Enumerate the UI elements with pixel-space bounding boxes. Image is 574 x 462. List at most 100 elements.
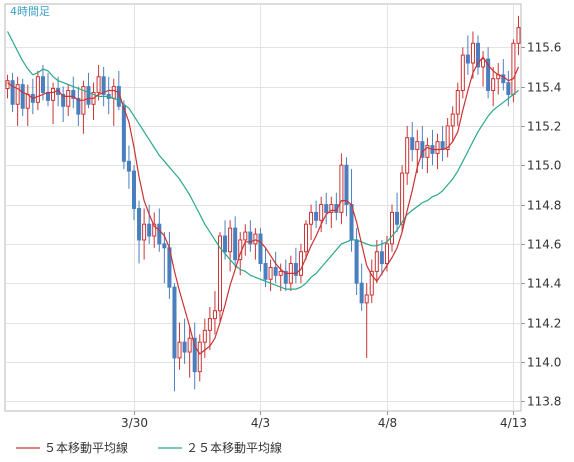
candle-body-down [76,97,81,115]
candle-body-up [177,341,182,359]
candle-body-up [111,86,116,99]
candle-body-up [445,125,450,150]
candle-body-up [212,310,217,320]
candle-body-down [410,137,415,150]
candle [192,322,197,390]
candle-body-up [217,235,223,312]
y-tick-label: 115.6 [527,41,561,55]
candle-body-down [283,270,288,284]
candle-body-up [470,42,475,64]
candle [435,133,440,170]
candle [35,70,40,111]
candle-body-up [96,76,101,93]
candle-body-up [187,337,192,353]
candle [420,125,425,170]
candle [501,59,506,91]
candle [506,70,511,107]
candle-body-down [344,164,349,206]
y-tick-label: 114.2 [527,317,561,331]
candle-body-down [273,266,278,276]
x-tick-label: 4/13 [500,416,527,430]
candle-body-up [384,243,389,265]
candle-body-down [20,84,25,109]
candle-body-up [516,27,521,44]
candle [369,259,374,303]
candle-body-down [10,80,15,105]
x-tick-labels: 3/30 4/3 4/8 4/13 [121,416,527,430]
candle [486,47,491,99]
x-tick-label: 3/30 [121,416,148,430]
candle [374,239,379,284]
candle [319,196,324,233]
candle-body-up [400,172,405,225]
candle-body-down [162,243,167,249]
candle-body-up [142,223,147,241]
candle-body-up [35,76,40,103]
candle-body-down [45,91,51,101]
candle [298,243,303,284]
candle-body-up [319,204,324,221]
candle [389,204,395,252]
candle-body-down [263,263,268,280]
candle [182,318,187,364]
candle [283,259,288,292]
candle [228,220,233,272]
candle-body-down [192,337,197,373]
candle [248,220,253,252]
candle-body-down [420,141,425,158]
candle [71,76,76,109]
candle-body-down [147,223,152,237]
candle-body-up [460,54,465,92]
candle [258,228,263,272]
candle-body-up [481,58,486,68]
legend-label-ma25: ２５本移動平均線 [186,440,282,455]
candle-body-down [324,204,329,213]
plot-area [4,3,522,412]
candle [324,192,329,225]
candle [425,137,430,174]
candle [344,157,349,217]
ma5-line [7,56,520,355]
candle-body-up [450,113,455,127]
candle-body-up [374,251,379,272]
candle [152,212,157,248]
candle [233,216,238,268]
candle [61,86,66,122]
candle-body-down [465,54,470,64]
candle [202,318,207,358]
candle-body-down [314,211,319,221]
candle [293,247,298,284]
candle [268,259,273,292]
y-tick-label: 114.4 [527,277,561,291]
candle [177,322,182,370]
candle [86,72,91,109]
candle-body-down [354,239,359,284]
candle-body-up [511,42,516,95]
candle [10,72,15,113]
candle-body-down [121,105,126,162]
candle-body-down [172,286,177,359]
y-tick-label: 114.0 [527,356,561,370]
candle [516,15,521,56]
candle-body-down [137,207,142,241]
candle [405,125,410,185]
y-tick-labels: 115.6 115.4 115.2 115.0 114.8 114.6 114.4 114.2… [527,41,561,409]
candle [314,200,319,229]
candle [126,145,131,189]
y-tick-label: 115.0 [527,159,561,173]
candle-body-up [66,90,71,107]
candle-body-up [268,266,273,280]
candle-body-down [131,170,137,209]
candle [470,31,475,79]
candle [172,283,177,392]
y-tick-label: 114.6 [527,238,561,252]
candle-body-up [369,270,374,296]
candle-body-down [126,160,131,172]
candle-body-up [435,141,440,154]
candle-body-down [359,282,364,304]
candle-body-down [223,235,228,253]
x-tick-label: 4/8 [378,416,397,430]
candle [359,263,364,311]
candle [400,165,405,233]
candle [101,66,106,107]
